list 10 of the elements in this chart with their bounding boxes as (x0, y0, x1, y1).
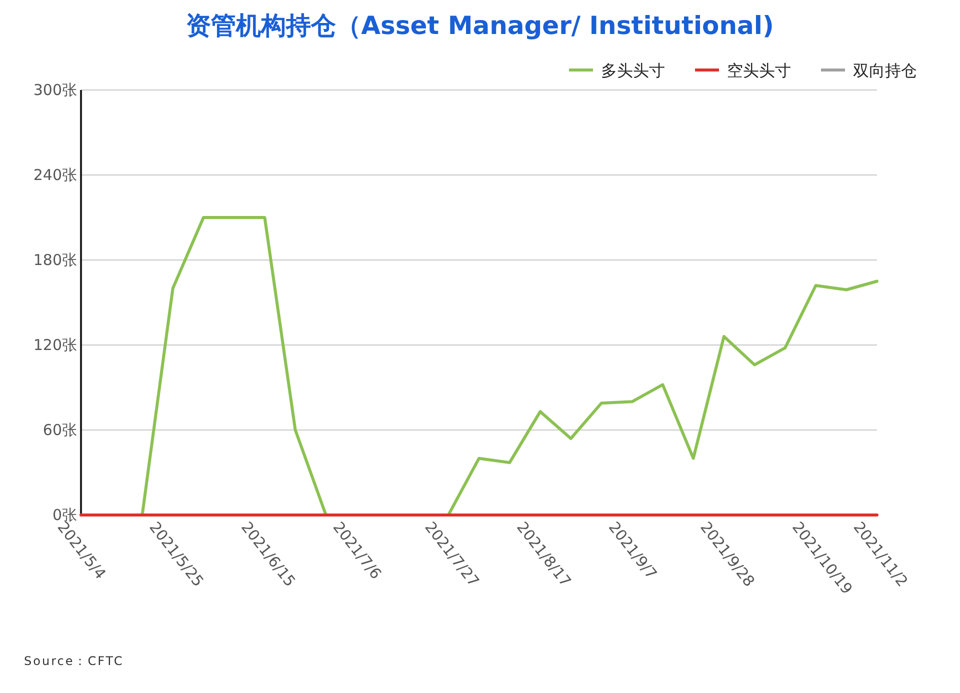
y-tick-label: 240张 (33, 166, 77, 184)
y-tick-label: 60张 (42, 421, 77, 439)
source-note: Source：CFTC (24, 654, 124, 668)
y-tick-label: 120张 (33, 336, 77, 354)
y-tick-label: 300张 (33, 81, 77, 99)
legend-label: 双向持仓 (853, 61, 917, 80)
y-tick-label: 180张 (33, 251, 77, 269)
legend-label: 空头头寸 (727, 61, 791, 80)
chart-title: 资管机构持仓（Asset Manager/ Institutional) (186, 11, 774, 40)
legend-label: 多头头寸 (601, 61, 665, 80)
